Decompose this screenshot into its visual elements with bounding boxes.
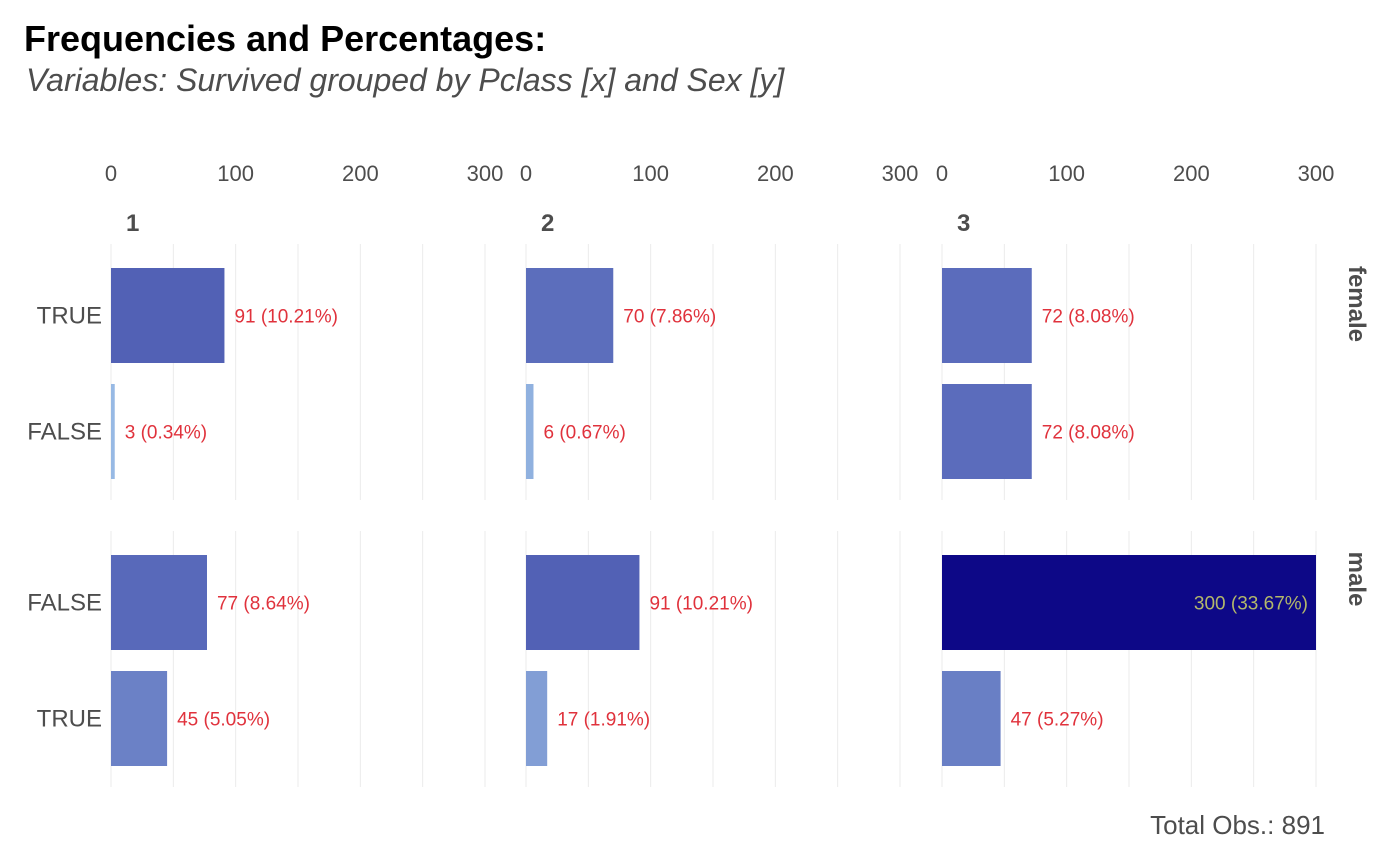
x-tick-label: 200 — [757, 161, 794, 186]
bar — [942, 555, 1316, 650]
data-label: 91 (10.21%) — [649, 594, 753, 615]
bar — [111, 384, 115, 479]
x-tick-label: 100 — [217, 161, 254, 186]
x-tick-label: 0 — [105, 161, 117, 186]
col-facet-label: 3 — [957, 210, 970, 237]
bar — [526, 555, 640, 650]
bar — [526, 671, 548, 766]
data-label: 47 (5.27%) — [1011, 710, 1104, 731]
y-tick-label: FALSE — [27, 419, 102, 446]
data-label: 77 (8.64%) — [217, 594, 310, 615]
x-tick-label: 300 — [467, 161, 504, 186]
data-label: 300 (33.67%) — [1194, 594, 1308, 615]
chart-title: Frequencies and Percentages: — [24, 18, 547, 59]
col-facet-label: 1 — [126, 210, 139, 237]
data-label: 72 (8.08%) — [1042, 423, 1135, 444]
data-label: 91 (10.21%) — [234, 307, 338, 328]
y-tick-label: FALSE — [27, 590, 102, 617]
data-label: 70 (7.86%) — [623, 307, 716, 328]
x-tick-label: 300 — [1298, 161, 1335, 186]
col-facet-label: 2 — [541, 210, 554, 237]
data-label: 3 (0.34%) — [125, 423, 207, 444]
chart-subtitle: Variables: Survived grouped by Pclass [x… — [26, 62, 785, 98]
bar — [942, 671, 1001, 766]
row-facet-label: male — [1343, 552, 1370, 607]
data-label: 6 (0.67%) — [543, 423, 625, 444]
bar — [111, 555, 207, 650]
bar — [111, 268, 225, 363]
data-label: 17 (1.91%) — [557, 710, 650, 731]
data-label: 45 (5.05%) — [177, 710, 270, 731]
bar — [942, 268, 1032, 363]
x-tick-label: 100 — [1048, 161, 1085, 186]
x-tick-label: 100 — [632, 161, 669, 186]
x-tick-label: 0 — [936, 161, 948, 186]
y-tick-label: TRUE — [37, 303, 102, 330]
data-label: 72 (8.08%) — [1042, 307, 1135, 328]
x-tick-label: 200 — [342, 161, 379, 186]
bar — [942, 384, 1032, 479]
row-facet-label: female — [1343, 266, 1370, 342]
x-tick-label: 300 — [882, 161, 919, 186]
x-tick-label: 0 — [520, 161, 532, 186]
bar — [526, 384, 534, 479]
x-tick-label: 200 — [1173, 161, 1210, 186]
bar — [526, 268, 614, 363]
chart-caption: Total Obs.: 891 — [1150, 810, 1325, 840]
bar — [111, 671, 168, 766]
y-tick-label: TRUE — [37, 706, 102, 733]
